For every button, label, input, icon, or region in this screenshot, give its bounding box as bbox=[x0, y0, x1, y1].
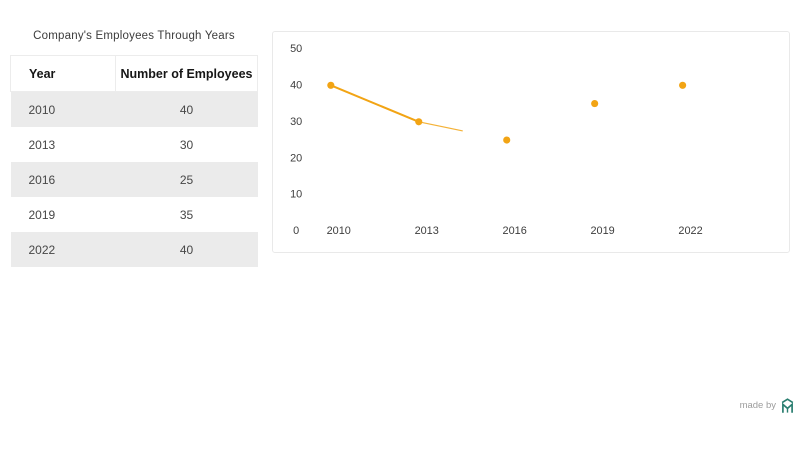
employees-cell: 40 bbox=[179, 242, 194, 257]
chart-point-2019[interactable] bbox=[591, 99, 599, 108]
chart-point-2013[interactable] bbox=[415, 118, 423, 126]
year-column-header: Year bbox=[10, 55, 116, 92]
table-row: 2010 40 bbox=[10, 91, 258, 127]
employees-cell: 30 bbox=[179, 137, 194, 152]
x-axis-tick-label: 2010 bbox=[327, 225, 351, 237]
year-cell: 2010 bbox=[28, 102, 56, 117]
m-shield-logo-icon bbox=[781, 398, 794, 413]
x-axis-tick-label: 2019 bbox=[590, 225, 614, 237]
x-axis-tick-label: 2022 bbox=[678, 225, 702, 237]
made-by-badge[interactable]: made by bbox=[740, 398, 795, 413]
y-axis-tick-label: 0 bbox=[293, 225, 299, 237]
employees-cell: 35 bbox=[179, 207, 194, 222]
employees-cell: 25 bbox=[179, 172, 194, 187]
series-line-partial-segment bbox=[418, 121, 463, 132]
chart-card: 0 10 20 30 40 50 2010 2013 2016 2019 2022 bbox=[272, 31, 790, 253]
table-row: 2019 35 bbox=[10, 197, 258, 232]
table-row: 2013 30 bbox=[10, 127, 258, 162]
employees-table: Year Number of Employees 2010 40 2013 30… bbox=[10, 55, 258, 267]
y-axis-tick-label: 20 bbox=[290, 152, 302, 164]
table-row: 2016 25 bbox=[10, 162, 258, 197]
series-line-segment bbox=[330, 84, 420, 123]
year-cell: 2019 bbox=[28, 207, 56, 222]
chart-point-2010[interactable] bbox=[327, 81, 335, 89]
chart-point-2022[interactable] bbox=[679, 81, 687, 89]
y-axis-tick-label: 10 bbox=[290, 189, 302, 201]
y-axis-tick-label: 40 bbox=[290, 79, 302, 91]
employees-cell: 40 bbox=[179, 102, 194, 117]
year-cell: 2016 bbox=[28, 172, 56, 187]
table-row: 2022 40 bbox=[10, 232, 258, 267]
employees-column-header: Number of Employees bbox=[115, 55, 258, 92]
year-cell: 2022 bbox=[28, 242, 56, 257]
chart-point-2016[interactable] bbox=[503, 136, 511, 144]
table-title: Company's Employees Through Years bbox=[33, 30, 235, 42]
year-cell: 2013 bbox=[28, 137, 56, 152]
y-axis-tick-label: 30 bbox=[290, 116, 302, 128]
x-axis-tick-label: 2016 bbox=[503, 225, 527, 237]
y-axis-tick-label: 50 bbox=[290, 43, 302, 55]
made-by-label: made by bbox=[739, 400, 776, 411]
table-header-row: Year Number of Employees bbox=[10, 55, 258, 92]
employees-line-chart: 0 10 20 30 40 50 2010 2013 2016 2019 2022 bbox=[290, 43, 703, 237]
x-axis-tick-label: 2013 bbox=[415, 225, 439, 237]
